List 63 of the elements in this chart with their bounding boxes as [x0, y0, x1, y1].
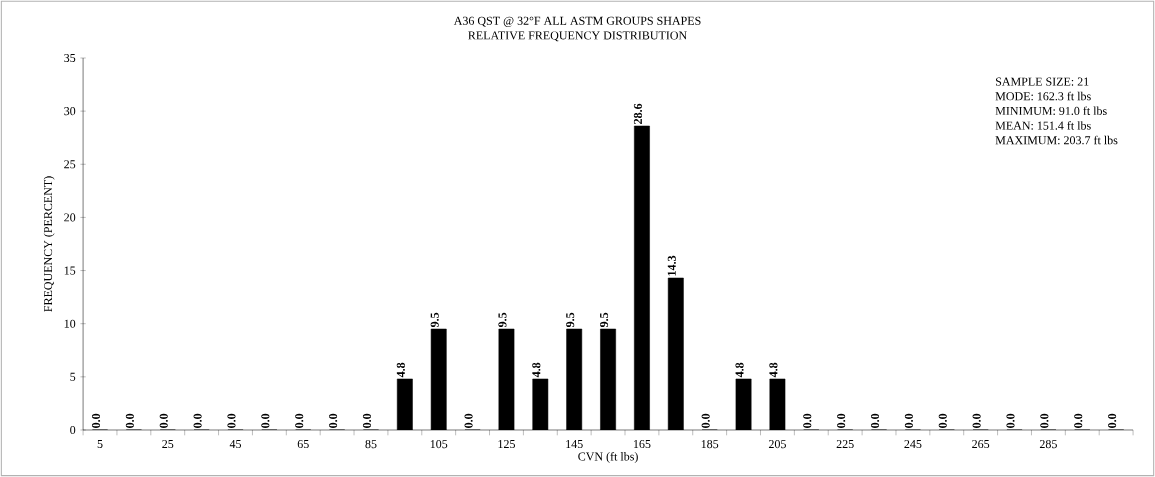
x-tick-label: 105	[430, 440, 448, 449]
x-tick-label: 225	[836, 440, 854, 449]
data-label: 0.0	[1108, 413, 1117, 428]
data-label: 0.0	[362, 413, 372, 428]
x-tick-label: 65	[297, 440, 309, 449]
x-tick-label: 45	[229, 440, 242, 449]
y-tick-label: 30	[64, 107, 76, 116]
x-tick-label: 285	[1039, 440, 1057, 449]
data-label: 9.5	[600, 312, 609, 328]
data-label: 9.5	[430, 312, 439, 328]
x-tick-label: 245	[904, 440, 922, 449]
data-label: 0.0	[91, 413, 101, 428]
data-label: 0.0	[904, 413, 913, 428]
y-tick-label: 35	[64, 53, 76, 63]
x-tick-label: 25	[162, 440, 174, 449]
y-tick-label: 20	[64, 213, 76, 222]
annotation: MINIMUM: 91.0 ft lbs	[995, 106, 1107, 116]
x-axis-title: CVN (ft lbs)	[578, 451, 638, 463]
data-label: 0.0	[193, 413, 202, 428]
data-label: 4.8	[532, 362, 541, 378]
data-label: 4.8	[769, 362, 778, 378]
chart-title: A36 QST @ 32°F ALL ASTM GROUPS SHAPES	[453, 16, 701, 27]
y-tick-label: 0	[70, 425, 76, 435]
data-label: 0.0	[329, 413, 338, 428]
annotation: MODE: 162.3 ft lbs	[995, 91, 1091, 101]
x-tick-label: 265	[972, 440, 990, 449]
annotation: MAXIMUM: 203.7 ft lbs	[995, 135, 1118, 145]
data-label: 0.0	[227, 413, 236, 428]
x-tick-label: 5	[97, 440, 103, 449]
y-tick-label: 5	[70, 372, 76, 381]
data-label: 0.0	[159, 413, 168, 428]
x-tick-label: 85	[365, 440, 377, 449]
data-label: 14.3	[667, 255, 676, 276]
chart-subtitle: RELATIVE FREQUENCY DISTRIBUTION	[468, 31, 687, 42]
x-tick-label: 165	[633, 440, 651, 449]
y-tick-label: 10	[64, 319, 76, 328]
y-tick-label: 25	[64, 160, 76, 169]
data-label: 0.0	[261, 413, 270, 428]
data-label: 0.0	[1040, 413, 1049, 428]
data-label: 9.5	[498, 312, 507, 328]
annotation: MEAN: 151.4 ft lbs	[995, 121, 1091, 130]
data-label: 0.0	[1074, 413, 1083, 428]
y-tick-label: 15	[64, 266, 76, 275]
data-label: 0.0	[295, 413, 304, 428]
x-tick-label: 205	[768, 440, 786, 449]
data-label: 0.0	[701, 413, 710, 428]
data-label: 0.0	[125, 413, 134, 428]
x-tick-label: 125	[498, 440, 515, 449]
y-axis-title: FREQUENCY (PERCENT)	[43, 176, 55, 312]
x-tick-label: 145	[566, 440, 583, 449]
annotation: SAMPLE SIZE: 21	[995, 77, 1089, 86]
data-label: 4.8	[735, 362, 744, 378]
data-label: 0.0	[464, 413, 473, 428]
data-label: 0.0	[972, 413, 981, 428]
data-label: 0.0	[938, 413, 947, 428]
data-label: 0.0	[870, 413, 880, 428]
data-label: 0.0	[837, 413, 846, 428]
data-label: 28.6	[633, 103, 643, 124]
data-label: 0.0	[803, 413, 812, 428]
data-label: 0.0	[1006, 413, 1015, 428]
data-label: 9.5	[566, 312, 575, 328]
data-label: 4.8	[396, 362, 405, 378]
x-tick-label: 185	[701, 440, 719, 449]
